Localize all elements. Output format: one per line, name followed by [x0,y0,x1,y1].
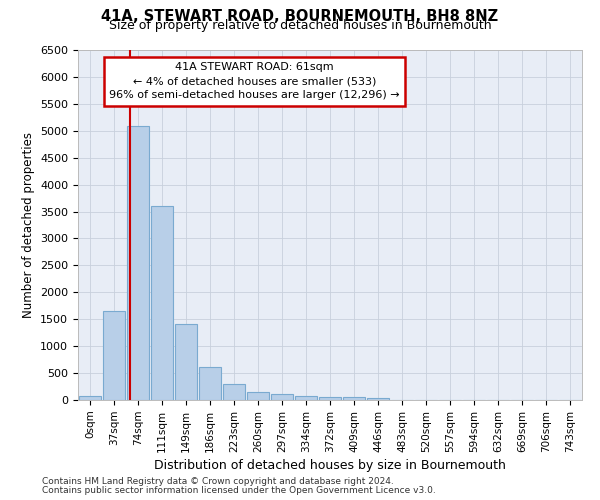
Bar [223,384,245,400]
Text: Contains public sector information licensed under the Open Government Licence v3: Contains public sector information licen… [42,486,436,495]
Bar [199,366,221,400]
Text: 41A STEWART ROAD: 61sqm
← 4% of detached houses are smaller (533)
96% of semi-de: 41A STEWART ROAD: 61sqm ← 4% of detached… [109,62,400,100]
Bar [319,397,341,400]
Bar [295,396,317,400]
Bar [271,394,293,400]
Bar [175,324,197,400]
Bar [103,311,125,400]
Bar [247,392,269,400]
X-axis label: Distribution of detached houses by size in Bournemouth: Distribution of detached houses by size … [154,459,506,472]
Bar [367,398,389,400]
Bar [343,398,365,400]
Text: Size of property relative to detached houses in Bournemouth: Size of property relative to detached ho… [109,19,491,32]
Text: Contains HM Land Registry data © Crown copyright and database right 2024.: Contains HM Land Registry data © Crown c… [42,477,394,486]
Text: 41A, STEWART ROAD, BOURNEMOUTH, BH8 8NZ: 41A, STEWART ROAD, BOURNEMOUTH, BH8 8NZ [101,9,499,24]
Bar [127,126,149,400]
Bar [79,396,101,400]
Bar [151,206,173,400]
Y-axis label: Number of detached properties: Number of detached properties [22,132,35,318]
